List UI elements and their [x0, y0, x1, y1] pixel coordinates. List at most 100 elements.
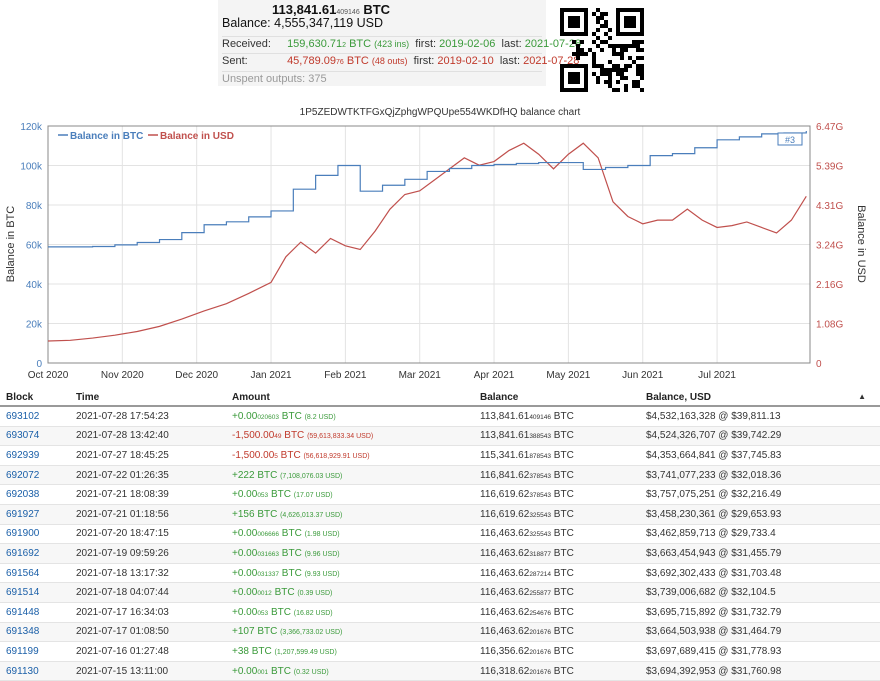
- cell-balance: 116,356.62201676 BTC: [474, 641, 640, 662]
- cell-time: 2021-07-21 18:08:39: [70, 484, 226, 505]
- x-tick-label: Nov 2020: [101, 370, 144, 381]
- unspent-outputs: Unspent outputs: 375: [222, 71, 542, 85]
- cell-balance: 116,463.62254676 BTC: [474, 602, 640, 623]
- sent-frac: 76: [336, 59, 344, 66]
- x-tick-label: May 2021: [546, 370, 590, 381]
- cell-balance: 113,841.61388543 BTC: [474, 426, 640, 447]
- cell-balance: 113,841.61409146 BTC: [474, 406, 640, 427]
- btc-balance-frac: 409146: [336, 9, 360, 16]
- x-tick-label: Jan 2021: [250, 370, 292, 381]
- block-link[interactable]: 691692: [6, 547, 40, 559]
- cell-amount: -1,500.005 BTC (56,618,929.91 USD): [226, 445, 474, 466]
- block-link[interactable]: 691130: [6, 665, 39, 677]
- y2-tick-label: 0: [816, 359, 822, 370]
- usd-balance: Balance: 4,555,347,119 USD: [222, 16, 383, 30]
- sort-arrow-icon[interactable]: ▲: [858, 392, 866, 401]
- block-link[interactable]: 692939: [6, 449, 40, 461]
- block-link[interactable]: 691564: [6, 567, 40, 579]
- col-header-amount[interactable]: Amount: [226, 389, 474, 407]
- cell-balance: 116,463.62201676 BTC: [474, 622, 640, 643]
- chart-title: 1P5ZEDWTKTFGxQjZphgWPQUpe554WKDfHQ balan…: [299, 107, 581, 118]
- received-main: 159,630.71: [287, 38, 343, 50]
- cell-amount: +0.00053 BTC (16.82 USD): [226, 602, 474, 623]
- sent-unit: BTC: [346, 55, 369, 67]
- block-link[interactable]: 691448: [6, 606, 40, 618]
- x-tick-label: Jul 2021: [698, 370, 736, 381]
- y-axis-ticks: 0 20k 40k 60k 80k 100k 120k: [20, 122, 43, 370]
- sent-row: Sent: 45,789.0976 BTC (48 outs) first: 2…: [222, 53, 579, 67]
- block-link[interactable]: 691927: [6, 508, 40, 520]
- col-header-balance[interactable]: Balance: [474, 389, 640, 407]
- sent-last-label: last:: [499, 55, 521, 67]
- cell-block: 692939: [0, 445, 70, 466]
- block-link[interactable]: 691900: [6, 528, 40, 540]
- col-header-time[interactable]: Time: [70, 389, 226, 407]
- y2-tick-label: 5.39G: [816, 162, 843, 173]
- sent-main: 45,789.09: [287, 55, 336, 67]
- chart-badge-label: #3: [785, 135, 795, 145]
- sent-label: Sent:: [222, 55, 248, 67]
- col-header-block[interactable]: Block: [0, 389, 70, 407]
- received-count: (423 ins): [374, 39, 410, 49]
- block-link[interactable]: 691348: [6, 626, 40, 638]
- chart-badge[interactable]: #3: [777, 132, 803, 146]
- cell-time: 2021-07-17 01:08:50: [70, 622, 226, 643]
- received-last-date: 2021-07-28: [524, 38, 582, 50]
- transactions-table: Block Time Amount Balance Balance, USD ▲ …: [0, 389, 880, 681]
- cell-time: 2021-07-18 13:17:32: [70, 563, 226, 584]
- y-tick-label: 120k: [20, 122, 43, 133]
- cell-balance-usd: $3,694,392,953 @ $31,760.98: [640, 661, 880, 681]
- address-summary: 113,841.61409146 BTC Balance: 4,555,347,…: [218, 0, 581, 86]
- block-link[interactable]: 693102: [6, 410, 40, 422]
- block-link[interactable]: 691199: [6, 645, 39, 657]
- table-row: 691199 2021-07-16 01:27:48 +38 BTC (1,207,…: [0, 641, 880, 662]
- cell-balance: 116,318.62201676 BTC: [474, 661, 640, 681]
- cell-block: 691900: [0, 524, 70, 545]
- cell-amount: +0.00001 BTC (0.32 USD): [226, 661, 474, 681]
- cell-block: 691348: [0, 622, 70, 643]
- y-tick-label: 100k: [20, 162, 43, 173]
- block-link[interactable]: 693074: [6, 430, 40, 442]
- cell-balance: 116,619.62378543 BTC: [474, 484, 640, 505]
- btc-balance-unit: BTC: [363, 2, 391, 17]
- cell-block: 691927: [0, 504, 70, 525]
- y2-tick-label: 3.24G: [816, 241, 843, 252]
- chart-grid: [47, 125, 810, 364]
- table-row: 691130 2021-07-15 13:11:00 +0.00001 BTC (0…: [0, 661, 880, 681]
- cell-time: 2021-07-21 01:18:56: [70, 504, 226, 525]
- block-link[interactable]: 691514: [6, 587, 40, 599]
- cell-amount: +0.000012 BTC (0.39 USD): [226, 582, 474, 603]
- cell-time: 2021-07-28 17:54:23: [70, 406, 226, 427]
- cell-block: 691514: [0, 582, 70, 603]
- x-axis-ticks: Oct 2020 Nov 2020 Dec 2020 Jan 2021 Feb 2021…: [28, 370, 737, 381]
- cell-balance-usd: $3,458,230,361 @ $29,653.93: [640, 504, 880, 525]
- x-tick-label: Feb 2021: [324, 370, 367, 381]
- btc-balance-main: 113,841.61: [272, 2, 337, 17]
- y-axis-label: Balance in BTC: [5, 206, 17, 282]
- cell-block: 691564: [0, 563, 70, 584]
- cell-block: 692072: [0, 465, 70, 486]
- col-header-balance-usd[interactable]: Balance, USD ▲: [640, 389, 880, 407]
- sent-first-date: 2019-02-10: [437, 55, 494, 67]
- cell-time: 2021-07-20 18:47:15: [70, 524, 226, 545]
- cell-balance: 116,619.62325543 BTC: [474, 504, 640, 525]
- cell-amount: +0.00031663 BTC (9.96 USD): [226, 543, 474, 564]
- y-tick-label: 60k: [26, 241, 43, 252]
- balance-usd-value: 4,555,347,119 USD: [274, 16, 384, 30]
- cell-balance-usd: $3,692,302,433 @ $31,703.48: [640, 563, 880, 584]
- received-first-date: 2019-02-06: [439, 38, 496, 50]
- series-line-usd: [47, 142, 807, 342]
- table-row: 692939 2021-07-27 18:45:25 -1,500.005 BTC …: [0, 445, 880, 466]
- table-row: 691514 2021-07-18 04:07:44 +0.000012 BTC (…: [0, 582, 880, 603]
- plot-area-border: [47, 125, 811, 364]
- legend-label-usd: Balance in USD: [160, 131, 234, 142]
- table-row: 691900 2021-07-20 18:47:15 +0.00006666 BTC…: [0, 524, 880, 545]
- block-link[interactable]: 692038: [6, 489, 40, 501]
- cell-balance-usd: $3,757,075,251 @ $32,216.49: [640, 484, 880, 505]
- block-link[interactable]: 692072: [6, 469, 40, 481]
- y2-axis-label: Balance in USD: [855, 205, 867, 283]
- y2-tick-label: 2.16G: [816, 280, 843, 291]
- btc-balance-heading: 113,841.61409146 BTC: [272, 2, 390, 17]
- cell-block: 693074: [0, 426, 70, 447]
- x-tick-label: Mar 2021: [399, 370, 442, 381]
